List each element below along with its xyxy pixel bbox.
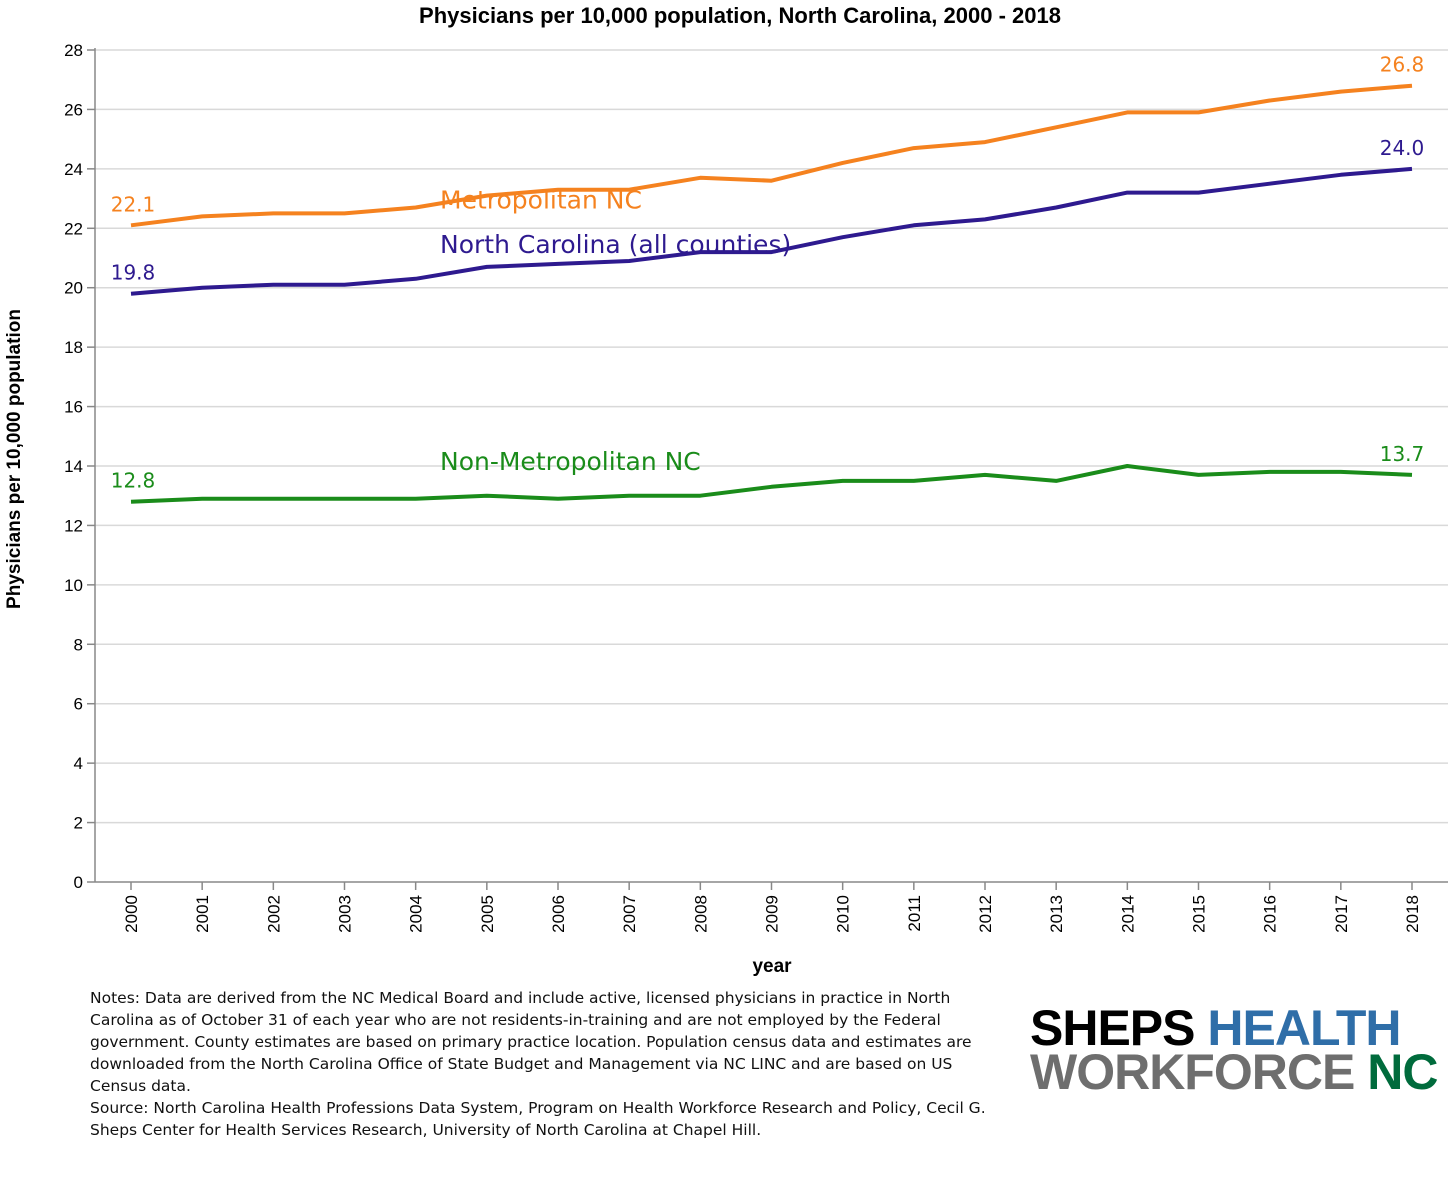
logo-word-sheps: SHEPS: [1030, 1000, 1196, 1056]
notes-text: Notes: Data are derived from the NC Medi…: [90, 989, 972, 1095]
y-tick-label: 8: [74, 635, 83, 654]
x-tick-label: 2015: [1190, 895, 1209, 933]
x-tick-label: 2009: [763, 895, 782, 933]
y-tick-label: 12: [64, 516, 83, 535]
y-tick-label: 2: [74, 814, 83, 833]
y-tick-label: 22: [64, 219, 83, 238]
y-tick-label: 28: [64, 41, 83, 60]
data-label-end: 13.7: [1380, 442, 1425, 466]
x-tick-label: 2004: [407, 895, 426, 933]
y-tick-label: 4: [74, 754, 83, 773]
x-tick-label: 2013: [1047, 895, 1066, 933]
x-tick-label: 2014: [1118, 895, 1137, 933]
x-tick-label: 2008: [691, 895, 710, 933]
chart-title: Physicians per 10,000 population, North …: [419, 3, 1061, 28]
series-line-0: [130, 83, 1413, 228]
series-line-2: [130, 464, 1413, 504]
y-tick-label: 18: [64, 338, 83, 357]
x-tick-label: 2002: [264, 895, 283, 933]
y-tick-label: 26: [64, 100, 83, 119]
series-name-label: North Carolina (all counties): [440, 230, 791, 259]
x-axis-label: year: [752, 956, 792, 977]
data-label-end: 26.8: [1380, 53, 1425, 77]
data-label-end: 24.0: [1380, 136, 1425, 160]
x-tick-label: 2017: [1332, 895, 1351, 933]
x-tick-label: 2007: [620, 895, 639, 933]
x-tick-label: 2010: [834, 895, 853, 933]
x-tick-label: 2006: [549, 895, 568, 933]
line-chart: Physicians per 10,000 population, North …: [4, 3, 1448, 977]
logo-word-nc: NC: [1367, 1044, 1438, 1100]
x-tick-label: 2012: [976, 895, 995, 933]
x-tick-label: 2018: [1403, 895, 1422, 933]
series-lines: [130, 83, 1413, 504]
source-text: Source: North Carolina Health Profession…: [90, 1099, 986, 1139]
logo-word-workforce: WORKFORCE: [1030, 1044, 1355, 1100]
x-tick-label: 2000: [122, 895, 141, 933]
series-line-1: [130, 166, 1413, 296]
x-tick-label: 2011: [905, 895, 924, 932]
data-labels: 22.1 26.8 Metropolitan NC 19.8 24.0 North Car…: [111, 53, 1425, 493]
y-tick-label: 16: [64, 398, 83, 417]
x-tick-label: 2001: [193, 895, 212, 933]
logo-word-health: HEALTH: [1207, 1000, 1401, 1056]
sheps-logo: SHEPS HEALTH WORKFORCE NC: [1030, 1003, 1450, 1097]
x-tick-label: 2016: [1261, 895, 1280, 933]
data-label-start: 12.8: [111, 469, 156, 493]
y-tick-label: 0: [74, 873, 83, 892]
series-name-label: Metropolitan NC: [440, 186, 642, 215]
x-tick-label: 2003: [336, 895, 355, 933]
data-label-start: 22.1: [111, 192, 156, 216]
y-tick-label: 6: [74, 695, 83, 714]
y-axis-label: Physicians per 10,000 population: [4, 309, 25, 609]
gridlines: [95, 49, 1448, 824]
y-tick-label: 14: [64, 457, 83, 476]
y-tick-label: 20: [64, 279, 83, 298]
chart-notes: Notes: Data are derived from the NC Medi…: [90, 987, 990, 1141]
y-tick-label: 10: [64, 576, 83, 595]
x-tick-label: 2005: [478, 895, 497, 933]
data-label-start: 19.8: [111, 261, 156, 285]
series-name-label: Non-Metropolitan NC: [440, 447, 701, 476]
y-tick-label: 24: [64, 160, 83, 179]
